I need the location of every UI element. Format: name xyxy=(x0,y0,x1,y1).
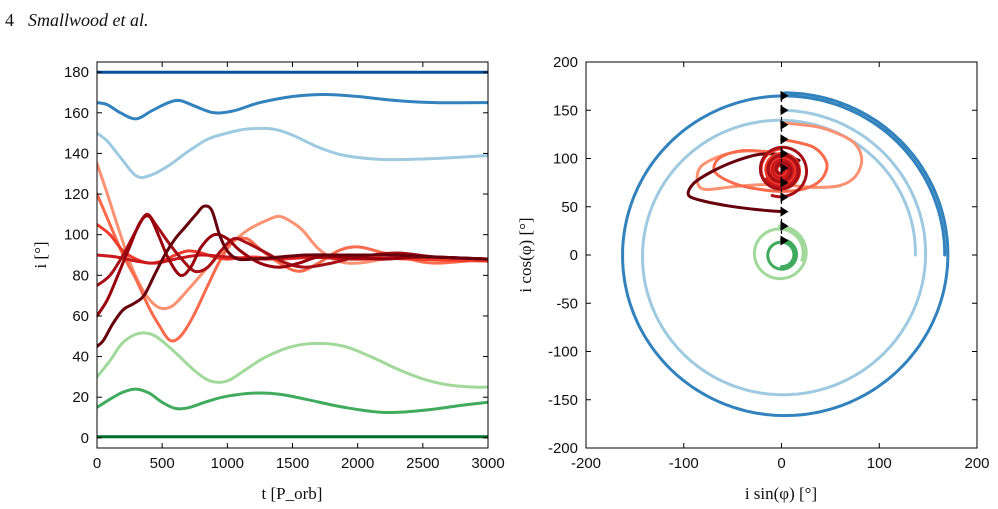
left-axes-ticks: 0 500 1000 1500 2000 2500 3000 0 20 40 60 80 100 120 1… xyxy=(64,62,505,472)
inclination-series-line xyxy=(97,387,488,415)
left-y-tick-label: 40 xyxy=(72,349,89,366)
phase-space-chart: -200 -100 0 100 200 -200 -150 -100 -50 0 50 100 150 2… xyxy=(516,54,990,503)
initial-condition-marker xyxy=(780,192,789,203)
inclination-series-line xyxy=(97,331,488,389)
right-y-tick-label: 200 xyxy=(553,54,578,71)
left-y-tick-label: 160 xyxy=(64,105,89,122)
phase-space-curve xyxy=(758,145,808,199)
initial-condition-marker xyxy=(780,206,789,217)
right-x-tick-label: -200 xyxy=(571,455,601,472)
right-y-tick-label: -50 xyxy=(556,295,578,312)
left-x-tick-label: 3000 xyxy=(471,455,504,472)
left-y-tick-label: 140 xyxy=(64,145,89,162)
phase-space-curve xyxy=(621,91,950,418)
left-x-tick-label: 500 xyxy=(150,455,175,472)
inclination-series-line xyxy=(97,192,488,343)
right-y-tick-label: -150 xyxy=(548,392,578,409)
right-y-tick-label: 50 xyxy=(561,199,578,216)
initial-condition-marker xyxy=(780,90,789,101)
left-x-tick-label: 1500 xyxy=(276,455,309,472)
running-authors: Smallwood et al. xyxy=(28,10,149,30)
phase-space-curve xyxy=(766,238,798,271)
left-y-axis-label: i [°] xyxy=(31,241,50,268)
left-x-tick-label: 0 xyxy=(93,455,101,472)
left-x-tick-label: 1000 xyxy=(211,455,244,472)
phase-space-curve xyxy=(712,137,829,193)
right-y-tick-label: -200 xyxy=(548,440,578,457)
initial-condition-marker xyxy=(780,235,789,246)
left-y-tick-label: 80 xyxy=(72,267,89,284)
phase-space-curve xyxy=(752,224,808,281)
left-x-axis-label: t [P_orb] xyxy=(262,484,323,503)
right-x-tick-label: 0 xyxy=(777,455,785,472)
inclination-series-line xyxy=(97,214,488,318)
initial-condition-marker xyxy=(780,105,789,116)
right-x-tick-label: -100 xyxy=(669,455,699,472)
inclination-series-line xyxy=(97,204,488,348)
right-y-tick-label: 100 xyxy=(553,151,578,168)
inclination-series-line xyxy=(97,93,488,121)
inclination-vs-time-chart: 0 500 1000 1500 2000 2500 3000 0 20 40 60 80 100 120 1… xyxy=(31,61,505,503)
right-axes-ticks: -200 -100 0 100 200 -200 -150 -100 -50 0 50 100 150 2… xyxy=(548,54,990,472)
initial-condition-marker xyxy=(780,134,789,145)
page-number: 4 xyxy=(5,10,14,30)
initial-condition-marker xyxy=(780,148,789,159)
left-x-tick-label: 2500 xyxy=(406,455,439,472)
left-y-tick-label: 0 xyxy=(81,430,89,447)
right-y-tick-label: 0 xyxy=(570,247,578,264)
right-x-tick-label: 200 xyxy=(964,455,989,472)
right-y-tick-label: 150 xyxy=(553,102,578,119)
right-y-tick-label: -100 xyxy=(548,344,578,361)
left-y-tick-label: 100 xyxy=(64,227,89,244)
initial-condition-marker xyxy=(780,177,789,188)
initial-condition-marker xyxy=(780,221,789,232)
left-x-tick-label: 2000 xyxy=(341,455,374,472)
inclination-series-group xyxy=(97,70,488,439)
left-y-tick-label: 60 xyxy=(72,308,89,325)
right-x-axis-label: i sin(φ) [°] xyxy=(745,484,817,503)
right-x-tick-label: 100 xyxy=(867,455,892,472)
initial-condition-marker xyxy=(780,119,789,130)
left-y-tick-label: 180 xyxy=(64,64,89,81)
left-y-tick-label: 20 xyxy=(72,389,89,406)
inclination-series-line xyxy=(97,126,488,180)
right-y-axis-label: i cos(φ) [°] xyxy=(516,217,535,292)
initial-condition-marker xyxy=(780,163,789,174)
left-y-tick-label: 120 xyxy=(64,186,89,203)
initial-condition-markers xyxy=(780,90,789,246)
